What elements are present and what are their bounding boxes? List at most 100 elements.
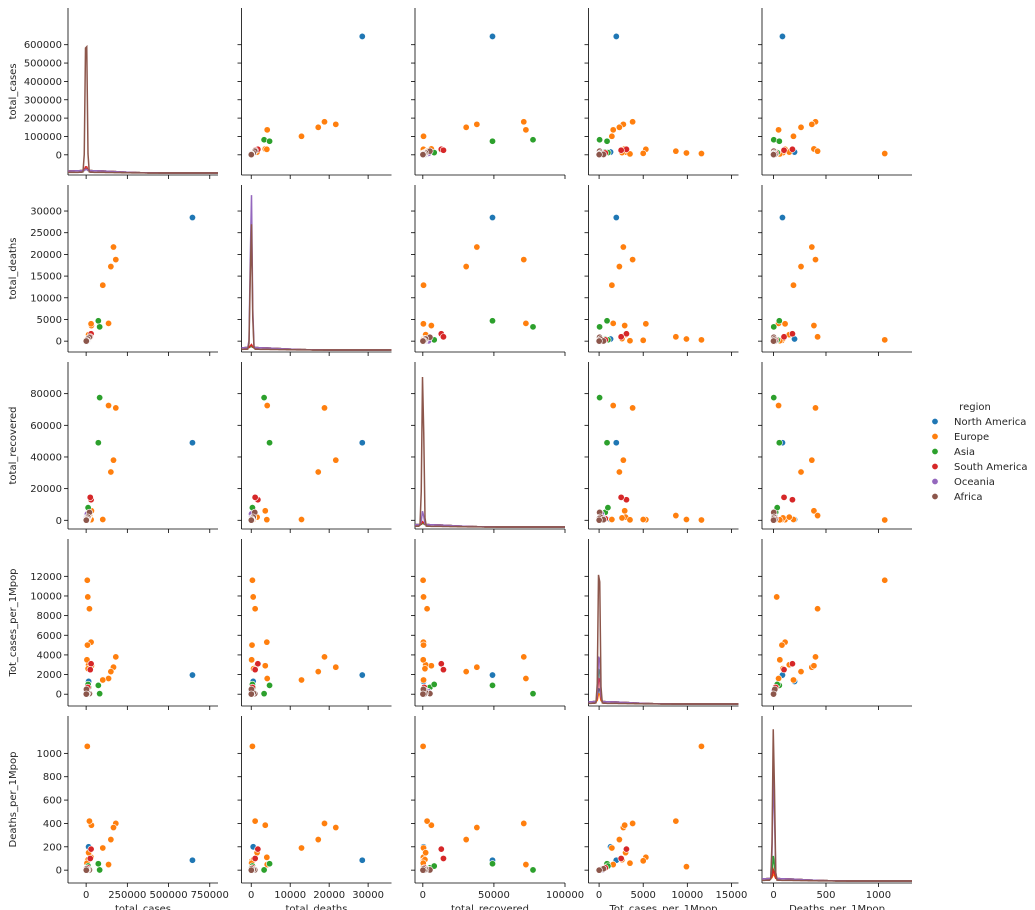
scatter-point-africa [247, 516, 255, 524]
scatter-point-europe [462, 263, 470, 271]
scatter-point-south-america [617, 854, 625, 862]
scatter-point-north-america [358, 671, 366, 679]
scatter-point-south-america [617, 333, 625, 341]
scatter-point-europe [522, 861, 530, 869]
scatter-point-asia [96, 394, 104, 402]
x-tick-label: 250000 [108, 890, 146, 901]
subplot-Tot_cases_per_1Mpop-vs-total_cases: 0 2000 4000 6000 8000 10000 12000 [30, 539, 218, 710]
scatter-point-europe [608, 844, 616, 852]
scatter-point-africa [595, 151, 603, 159]
x-tick-label: 10000 [671, 890, 703, 901]
kde-curve-oceania [588, 656, 739, 705]
legend-marker [931, 447, 939, 455]
scatter-point-europe [427, 662, 435, 670]
scatter-point-europe [420, 132, 428, 140]
scatter-point-europe [672, 817, 680, 825]
scatter-point-europe [248, 641, 256, 649]
scatter-point-europe [520, 118, 528, 126]
y-tick-label: 400 [43, 819, 62, 830]
scatter-point-south-america [439, 666, 447, 674]
y-tick-label: 400000 [24, 77, 62, 88]
y-axis-label: Tot_cases_per_1Mpop [8, 568, 19, 677]
scatter-point-europe [808, 120, 816, 128]
scatter-point-europe [697, 150, 705, 158]
scatter-point-europe [83, 576, 91, 584]
scatter-point-europe [109, 243, 117, 251]
scatter-point-europe [473, 243, 481, 251]
y-tick-label: 30000 [30, 207, 62, 218]
y-tick-label: 500000 [24, 59, 62, 70]
x-axis-label: total_cases [115, 904, 171, 910]
y-tick-label: 600000 [24, 40, 62, 51]
scatter-point-europe [609, 319, 617, 327]
scatter-point-europe [109, 824, 117, 832]
scatter-point-europe [314, 668, 322, 676]
scatter-point-europe [881, 576, 889, 584]
scatter-point-south-america [780, 493, 788, 501]
x-tick-label: 500000 [149, 890, 187, 901]
scatter-point-europe [314, 468, 322, 476]
y-tick-label: 4000 [37, 650, 62, 661]
scatter-point-europe [626, 859, 634, 867]
scatter-point-europe [621, 821, 629, 829]
scatter-point-europe [87, 320, 95, 328]
scatter-point-europe [112, 653, 120, 661]
scatter-point-europe [332, 120, 340, 128]
x-tick-label: 100000 [546, 890, 584, 901]
scatter-point-asia [94, 860, 102, 868]
x-tick-label: 0 [248, 890, 254, 901]
legend-entry: Europe [954, 432, 989, 443]
scatter-point-europe [626, 150, 634, 158]
scatter-point-europe [639, 336, 647, 344]
scatter-point-europe [811, 653, 819, 661]
scatter-point-europe [473, 663, 481, 671]
scatter-point-south-america [439, 854, 447, 862]
scatter-point-north-america [188, 671, 196, 679]
legend-entry: North America [954, 417, 1026, 428]
scatter-point-south-america [87, 845, 95, 853]
scatter-point-europe [427, 821, 435, 829]
x-tick-label: 0 [596, 890, 602, 901]
scatter-point-europe [775, 674, 783, 682]
subplot-Tot_cases_per_1Mpop-vs-Tot_cases_per_1Mpop [584, 539, 739, 710]
x-axis-label: total_recovered [451, 904, 529, 910]
x-tick-label: 10000 [274, 890, 306, 901]
x-tick-label: 50000 [478, 890, 510, 901]
scatter-point-africa [595, 516, 603, 524]
scatter-point-europe [263, 853, 271, 861]
scatter-point-europe [810, 662, 818, 670]
subplot-Deaths_per_1Mpop-vs-total_recovered: 0 50000 100000 [411, 716, 584, 901]
scatter-point-africa [770, 337, 778, 345]
scatter-point-asia [96, 866, 104, 874]
scatter-point-europe [263, 638, 271, 646]
scatter-point-asia [488, 137, 496, 145]
y-tick-label: 1000 [37, 749, 62, 760]
scatter-point-south-america [780, 146, 788, 154]
scatter-point-asia [266, 137, 274, 145]
scatter-point-europe [621, 322, 629, 330]
scatter-point-south-america [617, 146, 625, 154]
kde-curve-oceania [414, 510, 565, 528]
scatter-point-europe [615, 836, 623, 844]
scatter-point-europe [420, 676, 428, 684]
kde-curve-asia [761, 855, 912, 882]
scatter-point-europe [522, 126, 530, 134]
scatter-point-europe [609, 126, 617, 134]
scatter-point-europe [261, 662, 269, 670]
y-tick-label: 25000 [30, 228, 62, 239]
scatter-point-south-america [788, 660, 796, 668]
scatter-point-south-america [437, 845, 445, 853]
scatter-point-africa [419, 690, 427, 698]
scatter-point-asia [529, 136, 537, 144]
subplot-Deaths_per_1Mpop-vs-total_cases: 0 200 400 600 800 1000 0 250000 500000 750000 [37, 716, 229, 901]
scatter-point-europe [105, 861, 113, 869]
scatter-point-asia [529, 690, 537, 698]
scatter-point-europe [881, 336, 889, 344]
subplot-Tot_cases_per_1Mpop-vs-total_recovered [411, 539, 566, 710]
scatter-point-south-america [251, 493, 259, 501]
scatter-point-europe [814, 333, 822, 341]
legend-title: region [959, 402, 991, 413]
scatter-point-europe [473, 120, 481, 128]
scatter-point-asia [260, 394, 268, 402]
